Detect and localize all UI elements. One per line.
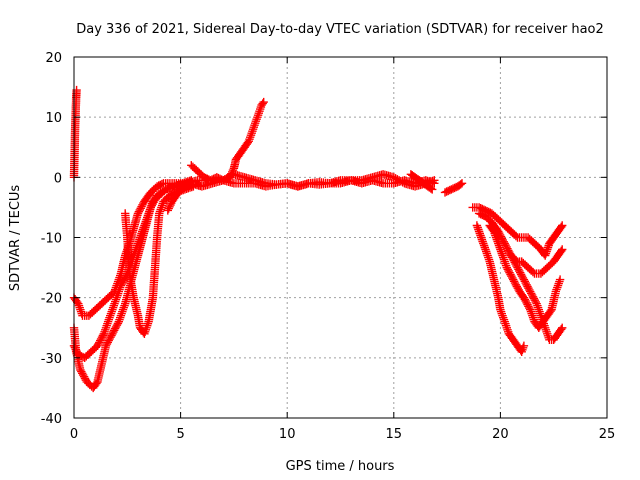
series-markers [406, 170, 437, 194]
x-tick-label: 20 [492, 427, 509, 442]
x-tick-label: 10 [279, 427, 296, 442]
x-tick-label: 15 [386, 427, 403, 442]
chart-title: Day 336 of 2021, Sidereal Day-to-day VTE… [76, 22, 604, 37]
series-markers [440, 179, 467, 197]
y-tick-label: -10 [41, 232, 62, 247]
y-tick-label: -20 [41, 292, 62, 307]
data-series [69, 85, 567, 393]
y-tick-label: -40 [41, 412, 62, 427]
x-tick-label: 0 [70, 427, 78, 442]
series-arc-13 [472, 221, 529, 356]
y-tick-label: 10 [45, 111, 62, 126]
axis-tick-labels: 0 5 10 15 20 25 -40 -30 -20 -10 0 10 20 [41, 51, 616, 442]
y-axis-label: SDTVAR / TECUs [8, 185, 23, 292]
axis-ticks [73, 56, 608, 419]
series-arc-11 [474, 209, 567, 278]
series-arc-14 [506, 251, 567, 344]
series-markers [506, 251, 567, 344]
series-markers [468, 203, 567, 260]
series-markers [472, 221, 529, 356]
series-markers [219, 170, 439, 191]
series-markers [474, 209, 567, 278]
series-arc-spike [69, 85, 81, 182]
series-markers [121, 182, 198, 338]
series-markers [485, 221, 565, 332]
series-arc-8 [406, 170, 437, 194]
series-arc-12 [485, 221, 565, 332]
x-tick-label: 25 [599, 427, 616, 442]
series-markers [69, 85, 81, 182]
x-tick-label: 5 [176, 427, 184, 442]
series-arc-10 [468, 203, 567, 260]
series-arc-9 [440, 179, 467, 197]
series-arc-6 [187, 97, 268, 185]
y-tick-label: 20 [45, 51, 62, 66]
y-tick-label: 0 [54, 171, 62, 186]
x-axis-label: GPS time / hours [286, 459, 395, 474]
y-tick-label: -30 [41, 352, 62, 367]
series-markers [187, 97, 268, 185]
series-arc-7 [219, 170, 439, 191]
series-arc-4 [121, 182, 198, 338]
